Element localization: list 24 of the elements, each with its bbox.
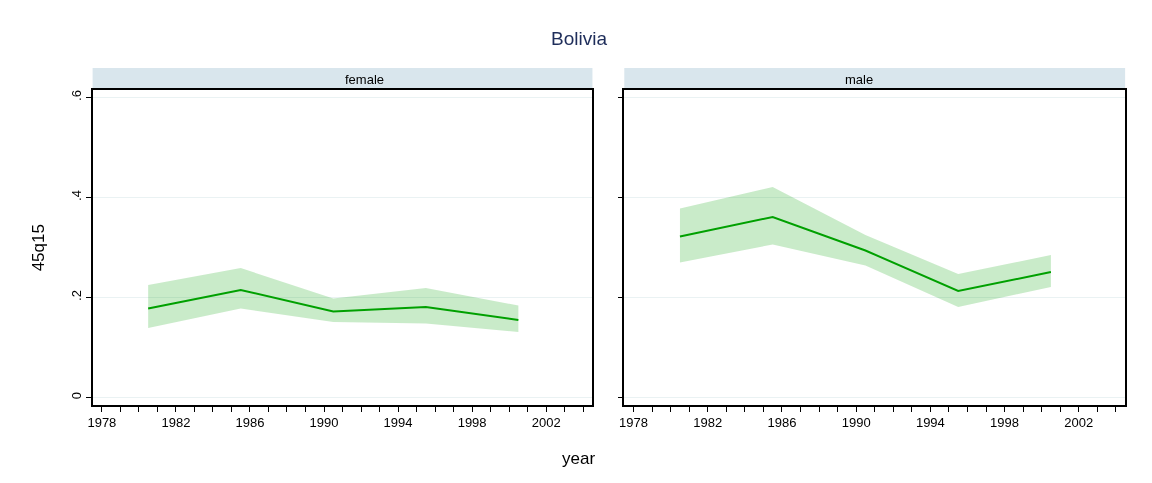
x-tick-label: 1998: [457, 415, 487, 431]
x-tick-label: 1982: [693, 415, 723, 431]
text: Bolivia: [551, 28, 608, 49]
x-tick-label: 1982: [161, 415, 191, 431]
line-series: [147, 289, 520, 321]
y-axis-title: 45q15: [29, 224, 49, 272]
y-tick-label: .4: [68, 190, 84, 201]
x-axis-title: year: [562, 449, 596, 468]
y-tick-label: 0: [68, 391, 84, 400]
chart-title: female: [345, 72, 385, 87]
x-tick-label: 1990: [309, 415, 339, 431]
x-tick-label: 2002: [1064, 415, 1094, 431]
y-tick-label: .2: [68, 290, 84, 301]
x-tick-label: 1978: [87, 415, 117, 431]
x-tick-label: 1986: [235, 415, 265, 431]
x-tick-label: 2002: [531, 415, 561, 431]
x-tick-label: 1998: [990, 415, 1020, 431]
chart-title: male: [845, 72, 874, 87]
x-tick-label: 1978: [619, 415, 649, 431]
x-tick-label: 1986: [767, 415, 797, 431]
y-tick-label: .6: [68, 90, 84, 101]
x-tick-label: 1990: [841, 415, 871, 431]
x-tick-label: 1994: [383, 415, 413, 431]
x-tick-label: 1994: [915, 415, 945, 431]
